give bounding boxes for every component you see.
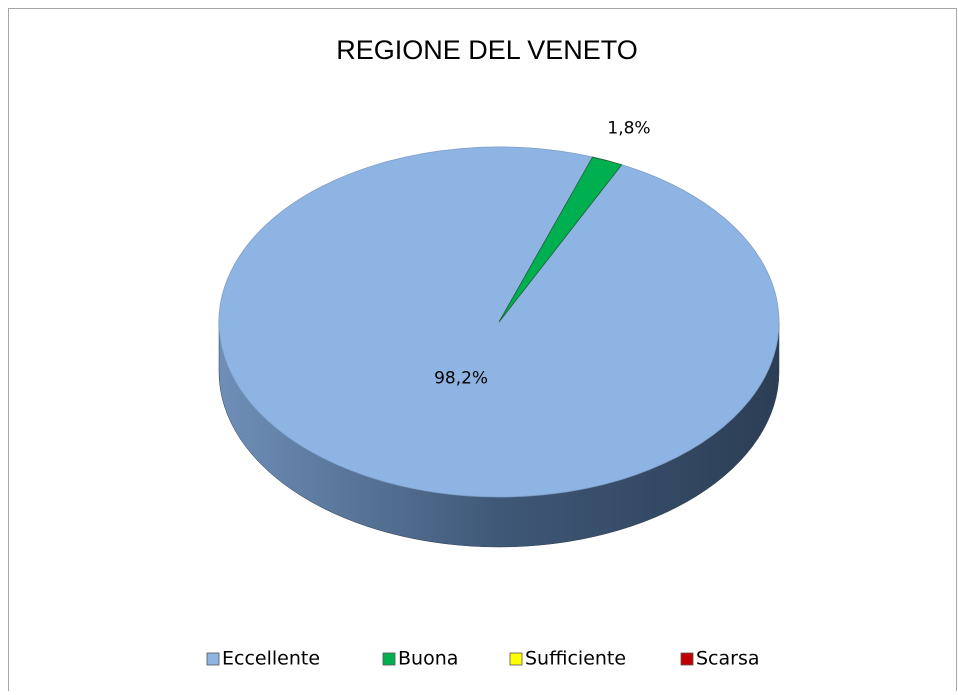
legend-swatch [382,652,396,666]
legend-label: Sufficiente [525,648,626,670]
data-label: 1,8% [607,118,650,138]
chart-title: REGIONE DEL VENETO [336,35,638,65]
legend-swatch [509,652,523,666]
data-label: 98,2% [434,368,488,388]
legend-label: Scarsa [696,648,760,670]
legend-swatch [680,652,694,666]
legend-label: Eccellente [222,648,320,670]
legend-swatch [206,652,220,666]
pie-slice [498,156,623,323]
legend-label: Buona [398,648,458,670]
